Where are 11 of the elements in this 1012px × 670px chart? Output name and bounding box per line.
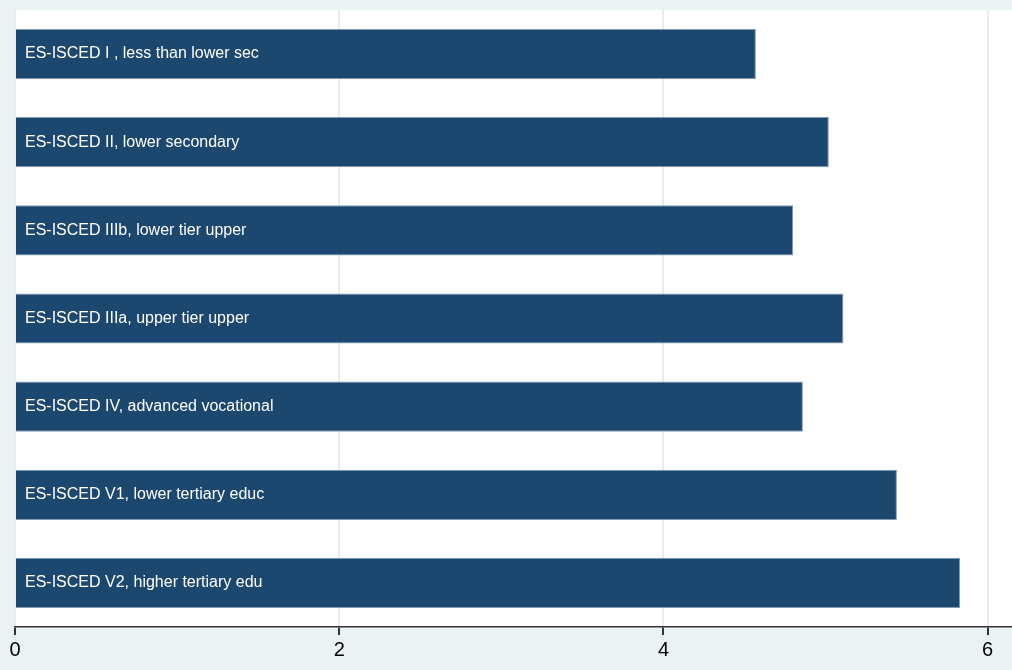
x-tick-label: 0 — [9, 637, 21, 660]
x-tick-label: 4 — [657, 637, 670, 660]
y-tick-label: ES-ISCED I , less than lower sec — [25, 44, 259, 62]
y-tick-label: ES-ISCED IIIa, upper tier upper — [25, 308, 250, 326]
x-tick-label: 6 — [982, 637, 994, 660]
y-tick-label: ES-ISCED IIIb, lower tier upper — [25, 220, 248, 238]
y-tick-label: ES-ISCED V2, higher tertiary edu — [25, 573, 263, 591]
y-tick-label: ES-ISCED V1, lower tertiary educ — [25, 485, 265, 503]
y-tick-label: ES-ISCED II, lower secondary — [25, 132, 240, 150]
y-tick-label: ES-ISCED IV, advanced vocational — [25, 397, 274, 415]
x-tick-label: 2 — [333, 637, 345, 660]
